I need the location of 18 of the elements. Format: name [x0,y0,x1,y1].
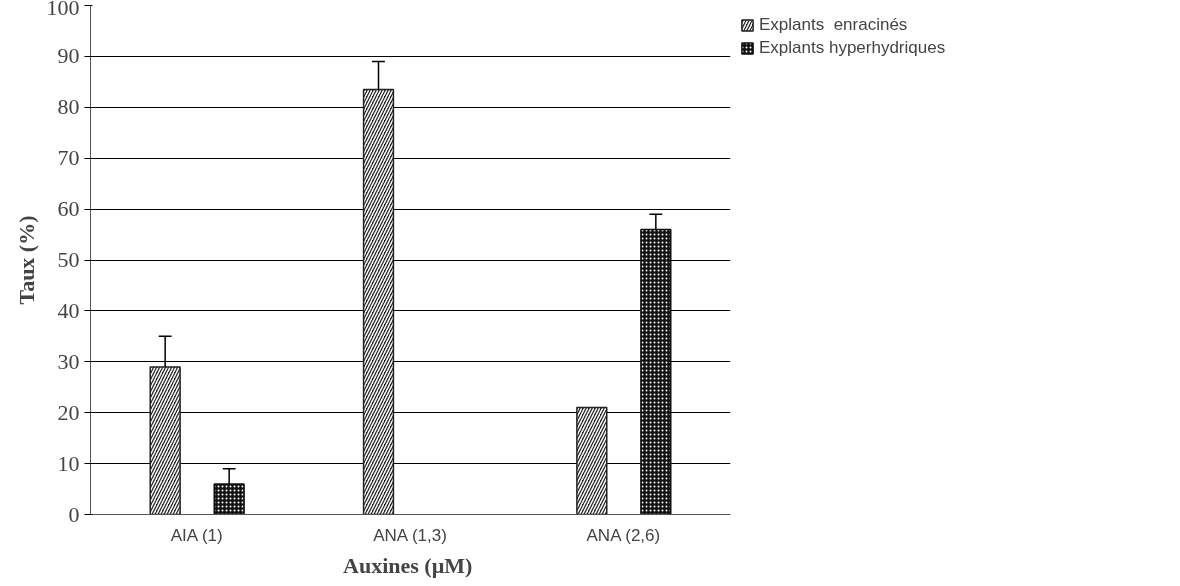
y-tick-label: 60 [57,196,80,222]
x-tick-label: ANA (1,3) [373,525,447,545]
y-tick-label: 20 [57,399,80,425]
legend-label: Explants hyperhydriques [759,38,946,58]
y-tick-label: 0 [68,501,80,527]
y-tick-label: 10 [57,450,80,476]
y-tick-label: 40 [57,297,80,323]
x-axis-title: Auxines (µM) [343,552,473,578]
x-tick-label: AIA (1) [170,525,223,545]
y-tick-label: 50 [57,247,80,272]
y-tick-label: 70 [57,145,80,171]
x-tick-label: ANA (2,6) [586,525,661,545]
y-tick-label: 30 [57,348,80,374]
y-tick-label: 90 [57,43,80,69]
y-axis-title: Taux (%) [13,215,39,305]
y-tick-label: 80 [57,94,80,120]
y-tick-label: 100 [46,0,80,20]
legend-label: Explants enracinés [759,15,908,35]
